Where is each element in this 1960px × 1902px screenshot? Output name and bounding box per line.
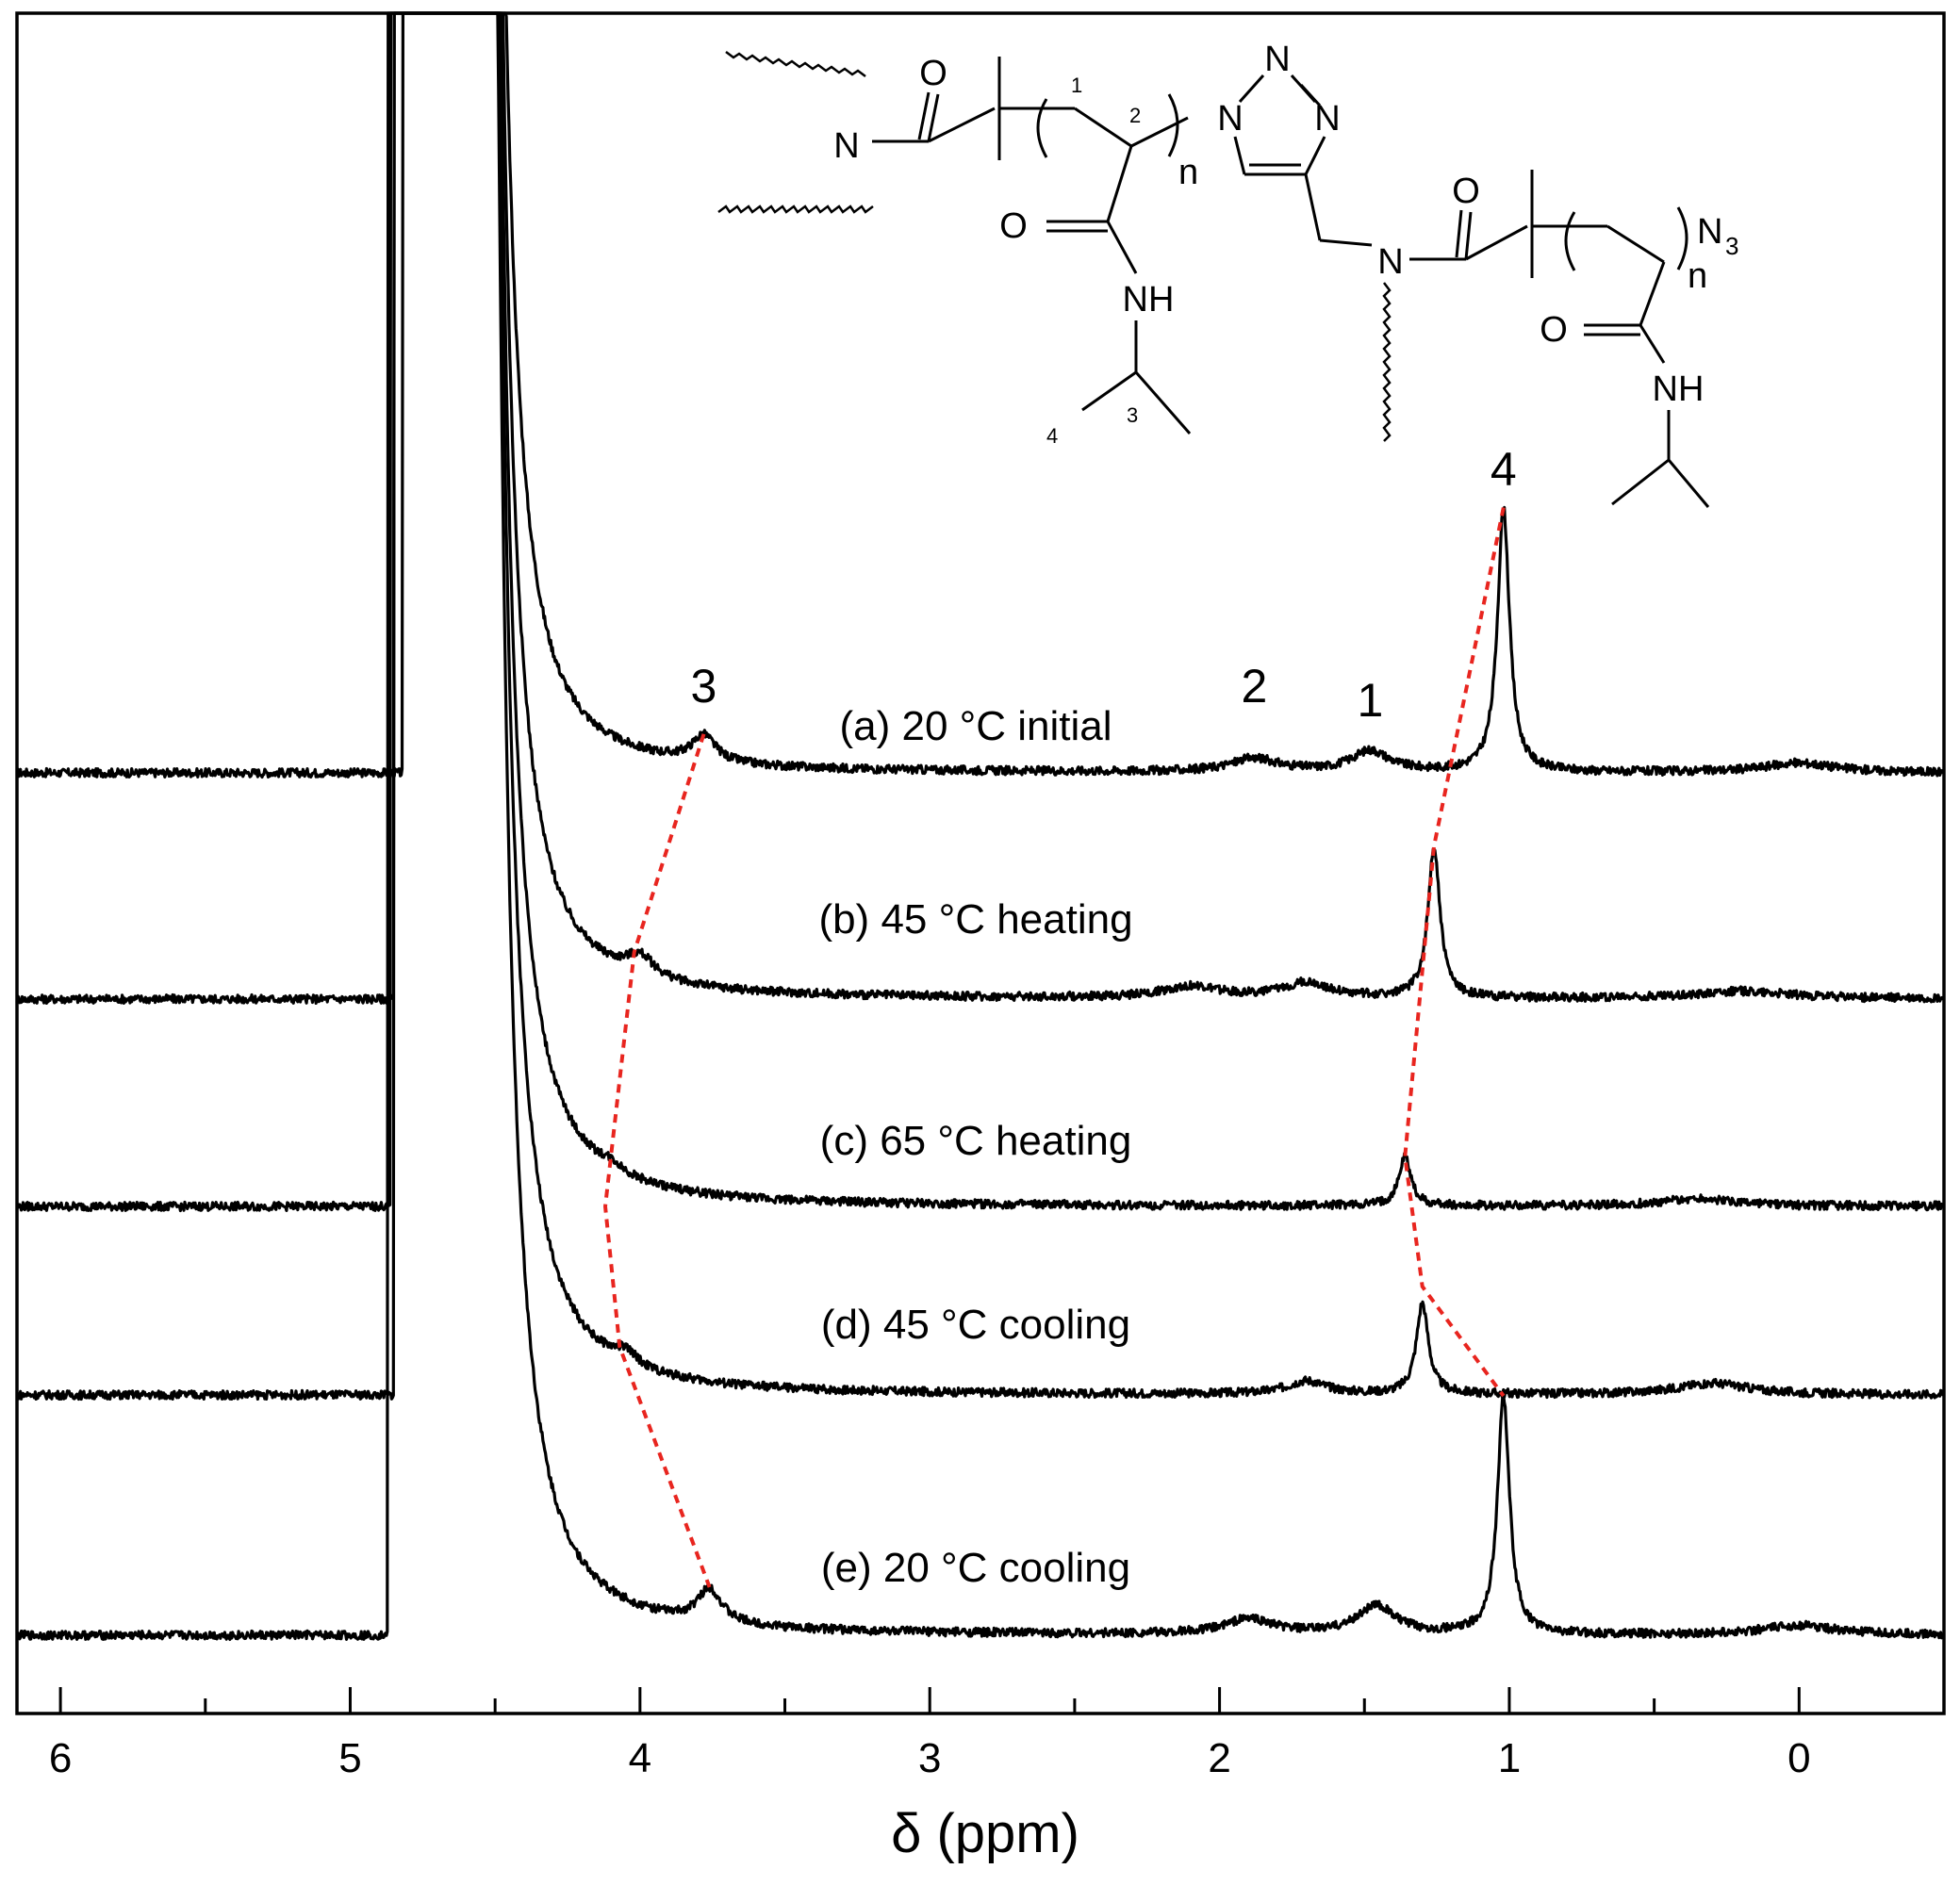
x-tick-label: 1 [1498,1735,1521,1781]
repeat-n2: n [1688,256,1707,296]
x-axis-tick-labels: 6 5 4 3 2 1 0 [49,1735,1811,1781]
chemical-structure: N O 1 2 n O NH 3 4 N N N [717,40,1738,508]
guide-line-peak3 [602,733,712,1588]
trace-c [15,11,1945,1213]
x-axis-title: δ (ppm) [891,1803,1079,1864]
trace-a [16,11,1945,779]
x-tick-label: 5 [338,1735,361,1781]
peak-label-3: 3 [691,660,717,713]
spectrum-traces [15,11,1945,1641]
trace-e [15,11,1945,1641]
atom-o4: O [1540,310,1568,350]
x-tick-label: 3 [918,1735,941,1781]
repeat-n1: n [1178,153,1198,192]
trace-label-e: (e) 20 °C cooling [821,1545,1130,1591]
atom-o1: O [919,54,947,93]
guide-lines [602,507,1506,1588]
atom-o2: O [999,206,1028,246]
trace-label-a: (a) 20 °C initial [839,703,1112,749]
trace-label-c: (c) 65 °C heating [820,1118,1132,1164]
x-tick-label: 6 [49,1735,72,1781]
x-tick-label: 0 [1787,1735,1810,1781]
trace-label-d: (d) 45 °C cooling [821,1302,1130,1348]
label-num-3: 3 [1127,403,1138,427]
peak-label-1: 1 [1358,674,1384,727]
trace-d [16,11,1945,1402]
atom-n-left: N [833,126,859,166]
plot-frame [15,11,1946,1715]
atom-n-tri2: N [1264,40,1290,79]
label-num-2: 2 [1129,104,1141,127]
x-tick-label: 4 [629,1735,651,1781]
atom-n3: N [1697,212,1722,252]
peak-label-2: 2 [1242,660,1268,713]
atom-n-tri1: N [1217,99,1243,139]
atom-n-right: N [1377,242,1403,282]
atom-n3-sub: 3 [1725,232,1738,260]
trace-label-b: (b) 45 °C heating [818,896,1132,943]
guide-line-peak4 [1403,507,1506,1398]
x-tick-label: 2 [1208,1735,1230,1781]
label-num-4: 4 [1046,424,1058,448]
trace-b [15,11,1945,1005]
atom-nh2: NH [1653,369,1705,409]
peak-label-4: 4 [1491,443,1517,496]
label-num-1: 1 [1071,74,1082,97]
trace-labels: (a) 20 °C initial (b) 45 °C heating (c) 65… [818,703,1132,1591]
atom-o3: O [1452,172,1480,211]
x-axis-ticks [58,1687,1946,1713]
atom-nh1: NH [1123,280,1175,320]
peak-labels: 3 2 1 4 [691,443,1517,727]
